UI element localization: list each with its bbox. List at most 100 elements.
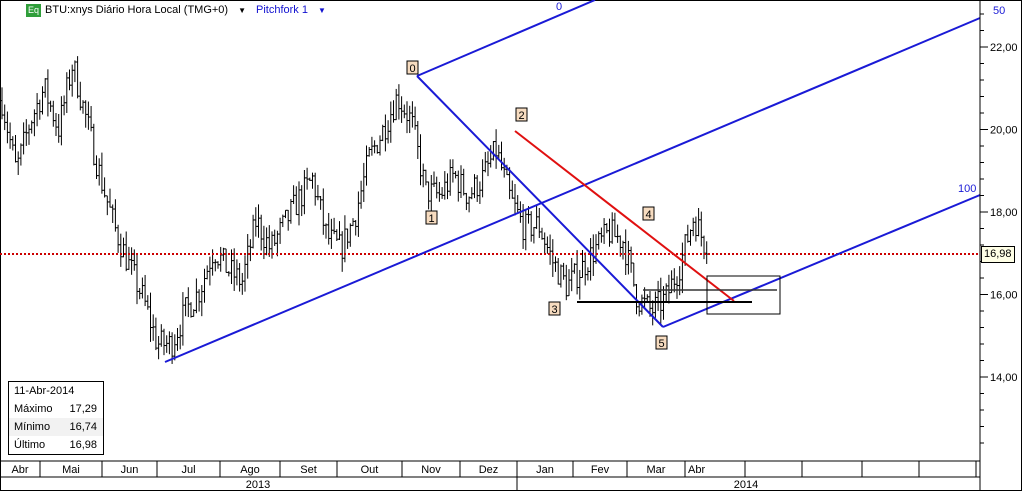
ohlc-bar xyxy=(589,238,593,281)
ohlc-bar xyxy=(92,123,96,166)
ohlc-bar xyxy=(551,239,555,277)
month-label: Jan xyxy=(536,464,554,476)
ohlc-bar xyxy=(95,155,98,179)
ohlc-bar xyxy=(408,105,412,134)
trend-line[interactable] xyxy=(514,130,735,302)
ohlc-bar xyxy=(629,246,633,273)
ohlc-bar xyxy=(554,256,557,272)
ohlc-bar xyxy=(410,101,414,128)
ohlc-bar xyxy=(348,223,352,247)
ohlc-bar xyxy=(116,224,120,253)
ohlc-bar xyxy=(524,209,528,251)
ohlc-bar xyxy=(559,264,563,288)
ohlc-bar xyxy=(578,269,582,300)
month-label: Fev xyxy=(591,464,610,476)
pitchfork-point-box xyxy=(642,206,655,221)
ohlc-bar xyxy=(454,171,458,179)
pitchfork-line-0 xyxy=(416,0,596,77)
ohlc-bar xyxy=(327,212,331,245)
ohlc-bar xyxy=(664,283,668,302)
ohlc-bar xyxy=(367,146,371,157)
rectangle-drawing[interactable] xyxy=(706,275,781,315)
ohlc-bar xyxy=(338,221,341,241)
ohlc-bar xyxy=(491,141,495,161)
ohlc-bar xyxy=(275,230,279,257)
ohlc-bar xyxy=(340,231,344,272)
ohlc-bar xyxy=(365,145,368,186)
ohlc-bar xyxy=(132,249,136,271)
ohlc-bar xyxy=(59,96,63,146)
ohlc-bar xyxy=(62,95,66,116)
ohlc-bar xyxy=(14,135,17,163)
ohlc-bar xyxy=(532,227,536,244)
ohlc-bar xyxy=(400,96,404,123)
ohlc-bar xyxy=(537,207,541,239)
ohlc-bar xyxy=(335,229,339,242)
drawing-tool-selector[interactable]: Pitchfork 1 xyxy=(256,4,308,16)
ohlc-bar xyxy=(432,171,436,188)
ohlc-bar xyxy=(427,181,431,210)
ohlc-bar xyxy=(672,268,676,293)
instrument-dropdown-icon[interactable]: ▼ xyxy=(238,5,247,15)
ohlc-bar xyxy=(659,277,663,324)
ohlc-bar xyxy=(284,209,287,219)
pitchfork-point-label: 4 xyxy=(645,209,651,221)
ohlc-bar xyxy=(86,101,90,130)
ohlc-bar xyxy=(162,328,166,356)
ohlc-bar xyxy=(691,217,695,237)
ohlc-bar xyxy=(127,246,131,270)
ohlc-bar xyxy=(281,214,285,228)
month-label: Ago xyxy=(240,464,260,476)
pitchfork-median-50 xyxy=(164,17,981,363)
ohlc-bar xyxy=(543,232,547,254)
pitchfork[interactable] xyxy=(164,0,981,363)
ohlc-bar xyxy=(599,227,603,243)
ohlc-bar xyxy=(602,218,606,244)
ohlc-bar xyxy=(203,268,206,303)
ohlc-bar xyxy=(678,266,682,296)
ohlc-bar xyxy=(621,240,625,260)
ohlc-bar xyxy=(494,129,498,169)
ohlc-bar xyxy=(535,204,539,229)
ohlc-bar xyxy=(675,276,679,299)
ohlc-bar xyxy=(329,218,333,249)
y-tick-label: 18,00 xyxy=(990,207,1018,219)
ohlc-bar xyxy=(437,181,441,202)
ohlc-bar xyxy=(308,177,312,181)
ohlc-bar xyxy=(316,184,320,201)
y-tick-label: 14,00 xyxy=(990,372,1018,384)
month-label: Dez xyxy=(479,464,499,476)
last-price-tag: 16,98 xyxy=(981,246,1015,263)
pitchfork-point-box xyxy=(425,210,438,225)
ohlc-bar xyxy=(192,309,196,317)
instrument-title[interactable]: BTU:xnys Diário Hora Local (TMG+0) xyxy=(45,4,229,16)
ohlc-bar xyxy=(289,198,293,224)
level-label-100: 100 xyxy=(958,183,976,195)
ohlc-bar xyxy=(267,225,271,257)
month-label: Abr xyxy=(11,464,28,476)
pitchfork-handle xyxy=(416,75,664,328)
ohlc-bar xyxy=(154,317,158,351)
drawing-dropdown-icon[interactable]: ▼ xyxy=(317,5,326,15)
ohlc-bar xyxy=(483,151,487,173)
ohlc-bar xyxy=(421,163,425,188)
ohlc-bar xyxy=(97,158,101,186)
ohlc-bar xyxy=(451,159,455,183)
ohlc-bar xyxy=(689,229,692,246)
ohlc-bar xyxy=(238,263,242,292)
chart-header: Eq BTU:xnys Diário Hora Local (TMG+0) ▼ … xyxy=(26,3,332,17)
ohlc-bar xyxy=(343,215,347,263)
ohlc-bar xyxy=(686,224,690,243)
ohlc-bar xyxy=(567,269,571,297)
ohlc-bar xyxy=(548,234,552,265)
ohlc-bar xyxy=(386,120,390,144)
ohlc-bar xyxy=(656,280,660,311)
ohlc-bar xyxy=(76,56,80,99)
ohlc-bar xyxy=(562,262,566,280)
ohlc-bar xyxy=(448,159,452,196)
ohlc-bar xyxy=(224,248,228,273)
ohlc-bar xyxy=(489,145,493,168)
ohlc-bar xyxy=(616,224,620,243)
pitchfork-point-label: 1 xyxy=(428,213,434,225)
